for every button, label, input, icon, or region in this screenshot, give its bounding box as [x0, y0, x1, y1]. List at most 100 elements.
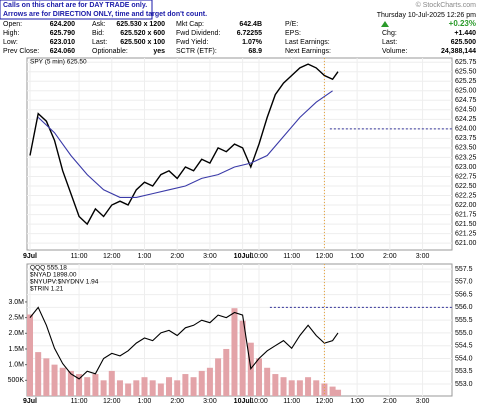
- quote-value: 6.72255: [237, 30, 262, 37]
- quote-value: 1.07%: [242, 39, 263, 46]
- y-tick-label: 622.50: [455, 183, 477, 190]
- volume-bar: [84, 377, 91, 396]
- volume-bar: [166, 377, 173, 396]
- quote-label: EPS:: [285, 30, 301, 37]
- volume-bar: [206, 367, 213, 396]
- x-tick-label: 1:00: [138, 253, 152, 260]
- y-tick-label: 625.00: [455, 88, 477, 95]
- price-line: [29, 63, 339, 226]
- quote-label: Low:: [3, 39, 18, 46]
- y-tick-label: 554.0: [455, 355, 473, 362]
- y-tick-label: 556.5: [455, 291, 473, 298]
- volume-bar: [67, 370, 74, 396]
- volume-bar: [280, 377, 287, 396]
- volume-bar: [157, 383, 164, 396]
- source: © StockCharts.com: [416, 1, 477, 9]
- y-tick-label: 623.75: [455, 135, 477, 142]
- plot-area: [26, 57, 453, 251]
- volume-bar: [335, 389, 342, 396]
- x-tick-label: 10Jul: [234, 253, 252, 260]
- quote-label: Ask:: [92, 21, 106, 28]
- y-tick-label: 621.50: [455, 221, 477, 228]
- x-tick-label: 3:00: [416, 398, 430, 405]
- quote-label: Optionable:: [92, 48, 128, 55]
- x-tick-label: 2:00: [383, 253, 397, 260]
- volume-bar: [231, 308, 238, 396]
- quote-label: Fwd Yield:: [176, 39, 208, 46]
- up-arrow: [381, 21, 389, 27]
- y-tick-label: 623.25: [455, 154, 477, 161]
- volume-bar: [92, 374, 99, 396]
- volume-bar: [174, 380, 181, 396]
- y-tick-label: 621.00: [455, 240, 477, 247]
- quote-value: +1.440: [454, 30, 476, 37]
- y2-tick-label: 2.0M: [8, 330, 24, 337]
- y-tick-label: 623.50: [455, 145, 477, 152]
- legend-entry: $NYAD 1898.00: [30, 272, 77, 279]
- volume-bar: [215, 358, 222, 396]
- legend-entry: $TRIN 1.21: [30, 286, 64, 293]
- y-tick-label: 557.5: [455, 266, 473, 273]
- legend-entry: $NYUPV:$NYDNV 1.94: [30, 279, 99, 286]
- y-tick-label: 625.75: [455, 59, 477, 66]
- x-tick-label: 10:00: [250, 253, 268, 260]
- x-tick-label: 12:00: [103, 253, 121, 260]
- quote-value: 624.060: [50, 48, 75, 55]
- volume-bar: [182, 374, 189, 396]
- volume-bar: [43, 358, 50, 396]
- x-tick-label: 2:00: [170, 253, 184, 260]
- quote-label: SCTR (ETF):: [176, 48, 217, 55]
- y-tick-label: 557.0: [455, 279, 473, 286]
- y-tick-label: 622.25: [455, 192, 477, 199]
- x-tick-label: 11:00: [71, 398, 88, 405]
- quote-label: Next Earnings:: [285, 48, 331, 55]
- y-tick-label: 624.25: [455, 116, 477, 123]
- change-pct: +0.23%: [449, 19, 476, 28]
- volume-bar: [100, 380, 107, 396]
- quote-label: Chg:: [382, 30, 397, 37]
- price-line: [29, 306, 339, 380]
- volume-bar: [116, 380, 123, 396]
- x-tick-label: 10:00: [250, 398, 268, 405]
- quote-value: 623.010: [50, 39, 75, 46]
- volume-bar: [305, 377, 312, 396]
- quote-label: Last:: [92, 39, 107, 46]
- y-tick-label: 556.0: [455, 304, 473, 311]
- x-tick-label: 10Jul: [234, 398, 252, 405]
- volume-bar: [59, 367, 66, 396]
- x-tick-label: 12:00: [316, 398, 334, 405]
- quote-value: 625.530 x 1200: [116, 21, 165, 28]
- y-tick-label: 623.00: [455, 164, 477, 171]
- volume-bar: [51, 364, 58, 396]
- quote-value: 625.500 x 100: [120, 39, 165, 46]
- plot-area: [26, 263, 453, 397]
- x-tick-label: 1:00: [138, 398, 152, 405]
- volume-bar: [239, 320, 246, 396]
- y2-tick-label: 3.0M: [8, 299, 24, 306]
- volume-bar: [35, 352, 42, 396]
- volume-bar: [255, 358, 262, 396]
- y-tick-label: 622.00: [455, 202, 477, 209]
- x-tick-label: 3:00: [203, 253, 217, 260]
- volume-bar: [141, 377, 148, 396]
- volume-bar: [76, 374, 83, 396]
- y-tick-label: 624.50: [455, 107, 477, 114]
- y-tick-label: 625.50: [455, 69, 477, 76]
- quote-label: Fwd Dividend:: [176, 30, 220, 37]
- y2-tick-label: 1.5M: [8, 346, 24, 353]
- quote-value: 642.4B: [239, 21, 262, 28]
- notice: Calls on this chart are for DAY TRADE on…: [3, 2, 147, 9]
- y-tick-label: 621.25: [455, 230, 477, 237]
- quote-label: P/E:: [285, 21, 298, 28]
- volume-bar: [272, 374, 279, 396]
- price-line: [37, 90, 333, 198]
- x-tick-label: 12:00: [103, 398, 121, 405]
- quote-label: Last:: [382, 39, 397, 46]
- x-tick-label: 11:00: [283, 398, 300, 405]
- quote-value: 625.500: [451, 39, 476, 46]
- volume-bar: [264, 367, 271, 396]
- quote-value: 624.200: [50, 21, 75, 28]
- y-tick-label: 553.0: [455, 381, 473, 388]
- y-tick-label: 555.0: [455, 330, 473, 337]
- quote-label: Prev Close:: [3, 48, 39, 55]
